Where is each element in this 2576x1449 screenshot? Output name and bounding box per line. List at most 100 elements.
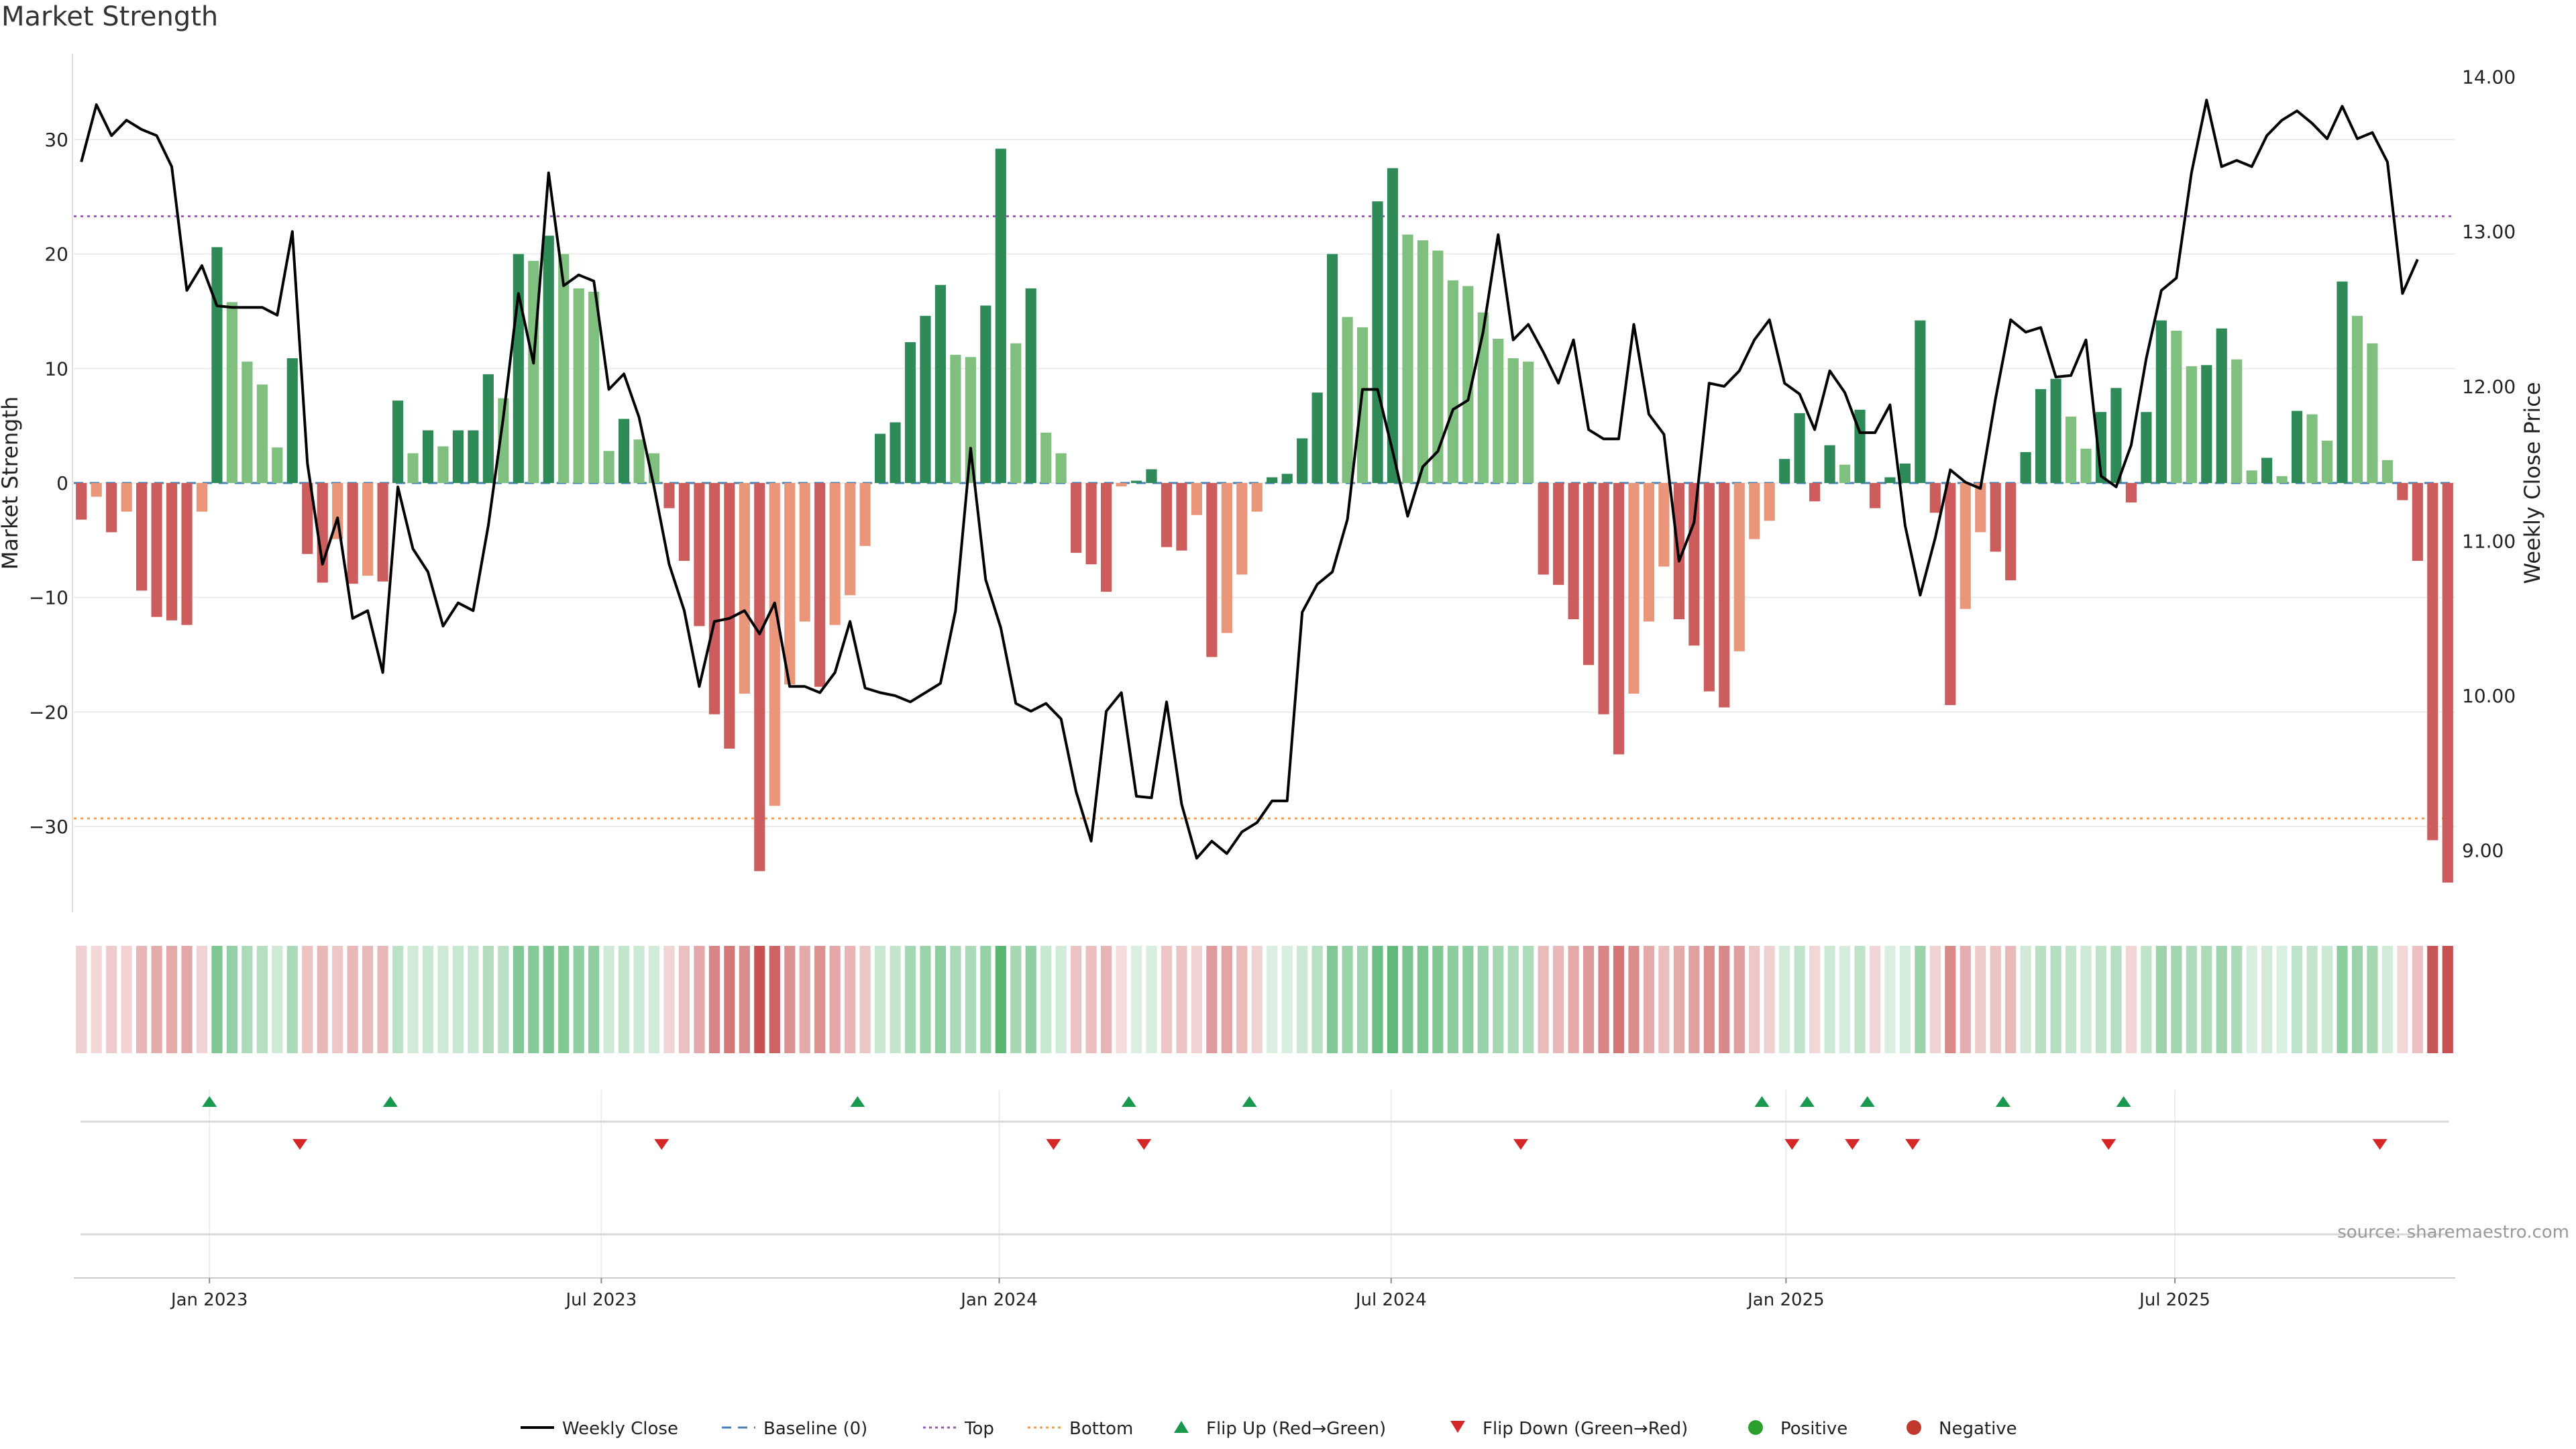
strength-bar	[845, 483, 856, 596]
regime-cell	[859, 946, 871, 1053]
strength-bar	[1327, 254, 1338, 483]
strength-bar	[2201, 365, 2212, 483]
flip-down-marker	[1136, 1139, 1152, 1150]
regime-cell	[407, 946, 419, 1053]
flip-up-marker	[1242, 1096, 1257, 1107]
regime-cell	[1824, 946, 1835, 1053]
regime-cell	[1493, 946, 1504, 1053]
regime-cell	[588, 946, 600, 1053]
regime-cell	[1281, 946, 1293, 1053]
strength-bar	[1719, 483, 1730, 708]
strength-bar	[286, 358, 298, 483]
legend-label: Baseline (0)	[763, 1419, 867, 1439]
x-tick-label: Jan 2025	[1746, 1290, 1825, 1310]
strength-bar	[166, 483, 178, 621]
legend-item: Bottom	[1028, 1419, 1133, 1439]
strength-bar	[920, 315, 931, 483]
regime-cell	[920, 946, 931, 1053]
strength-bar	[362, 483, 374, 576]
regime-cell	[965, 946, 976, 1053]
strength-bar	[151, 483, 162, 617]
strength-bar	[799, 483, 810, 622]
regime-cell	[874, 946, 886, 1053]
strength-bar	[513, 254, 524, 483]
regime-cell	[2291, 946, 2303, 1053]
strength-bar	[106, 483, 117, 533]
regime-cell	[1085, 946, 1097, 1053]
regime-cell	[1055, 946, 1067, 1053]
regime-cell	[2065, 946, 2077, 1053]
strength-bar	[1267, 477, 1278, 483]
y-tick-label: −20	[29, 701, 68, 723]
regime-cell	[724, 946, 735, 1053]
regime-cell	[1236, 946, 1248, 1053]
strength-bar	[739, 483, 750, 694]
strength-bar	[2291, 411, 2303, 483]
strength-bar	[2261, 458, 2273, 483]
regime-cell	[1191, 946, 1202, 1053]
regime-cell	[468, 946, 479, 1053]
strength-bar	[1281, 474, 1293, 483]
regime-cell	[2035, 946, 2047, 1053]
regime-cell	[2276, 946, 2288, 1053]
strength-bar	[754, 483, 765, 871]
chart-title: Market Strength	[1, 1, 219, 32]
regime-cell	[1568, 946, 1579, 1053]
legend-item: Flip Down (Green→Red)	[1450, 1419, 1688, 1439]
y2-tick-label: 13.00	[2462, 221, 2516, 243]
regime-cell	[2231, 946, 2243, 1053]
regime-cell	[2412, 946, 2423, 1053]
regime-cell	[739, 946, 750, 1053]
strength-bar	[2381, 460, 2393, 483]
regime-cell	[2125, 946, 2137, 1053]
reference-lines	[74, 215, 2455, 820]
regime-cell	[2306, 946, 2318, 1053]
strength-bar	[995, 148, 1006, 484]
legend-circle-icon	[1748, 1420, 1763, 1435]
strength-bar	[1613, 483, 1625, 755]
strength-bar	[2216, 328, 2227, 483]
strength-bar	[1915, 320, 1926, 483]
strength-bar	[392, 400, 404, 483]
regime-cell	[2442, 946, 2453, 1053]
regime-cell	[1100, 946, 1112, 1053]
regime-cell	[2095, 946, 2107, 1053]
legend-label: Flip Down (Green→Red)	[1483, 1419, 1688, 1439]
strength-bar	[558, 254, 570, 483]
regime-cell	[286, 946, 298, 1053]
regime-cell	[1161, 946, 1173, 1053]
strength-bar	[1040, 432, 1052, 483]
strength-bar	[1161, 483, 1173, 547]
regime-cell	[1719, 946, 1730, 1053]
flip-down-marker	[1046, 1139, 1061, 1150]
regime-cell	[2201, 946, 2212, 1053]
regime-cell	[513, 946, 524, 1053]
regime-cell	[769, 946, 780, 1053]
regime-cell	[498, 946, 509, 1053]
regime-cell	[166, 946, 178, 1053]
flip-up-marker	[1799, 1096, 1815, 1107]
grid-layer	[74, 139, 2455, 1278]
regime-cell	[2246, 946, 2257, 1053]
regime-cell	[1854, 946, 1866, 1053]
regime-cell	[1432, 946, 1444, 1053]
strength-bar	[1297, 438, 1308, 483]
regime-cell	[1733, 946, 1745, 1053]
regime-cell	[980, 946, 991, 1053]
flip-down-marker	[2101, 1139, 2116, 1150]
strength-bar	[437, 446, 449, 483]
strength-bar	[1010, 343, 1022, 483]
legend-item: Top	[923, 1419, 994, 1439]
regime-cell	[2110, 946, 2122, 1053]
strength-bar	[2155, 320, 2167, 483]
strength-bar	[2005, 483, 2017, 581]
regime-cell	[1975, 946, 1986, 1053]
regime-cell	[302, 946, 313, 1053]
regime-cell	[1116, 946, 1127, 1053]
strength-bar	[2246, 470, 2257, 483]
regime-cell	[784, 946, 796, 1053]
regime-cell	[528, 946, 539, 1053]
flip-down-marker	[292, 1139, 308, 1150]
regime-cell	[106, 946, 117, 1053]
